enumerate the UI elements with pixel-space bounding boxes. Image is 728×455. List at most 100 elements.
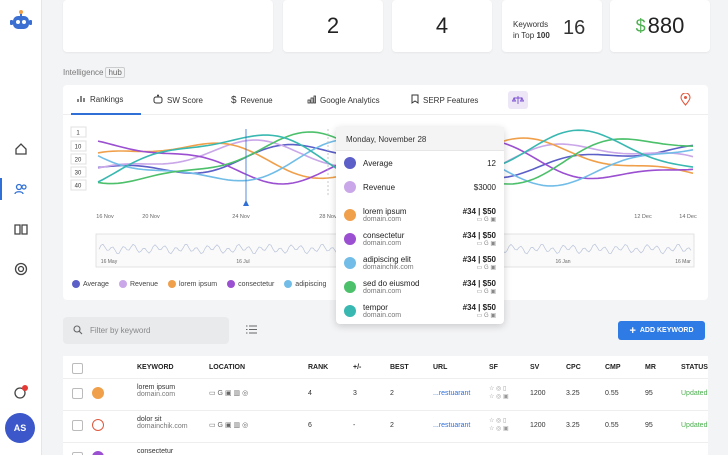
x-tick-label: 16 Nov: [96, 214, 114, 220]
search-placeholder: Filter by keyword: [90, 326, 151, 335]
column-header[interactable]: +/-: [353, 364, 362, 371]
column-header[interactable]: CMP: [605, 364, 621, 371]
cpc-cell: 3.25: [566, 422, 580, 429]
tooltip-name-block: consectetur domain.com: [363, 231, 404, 247]
y-tick-label: 10: [75, 145, 82, 151]
column-header[interactable]: SF: [489, 364, 498, 371]
tooltip-separator: |: [475, 207, 483, 216]
mr-cell: 95: [645, 422, 653, 429]
column-header[interactable]: BEST: [390, 364, 409, 371]
y-tick-box: [70, 166, 87, 178]
search-icon: [73, 324, 83, 337]
table-row[interactable]: consectetur: [63, 442, 708, 455]
legend-dot: [284, 280, 293, 288]
book-icon[interactable]: [12, 220, 30, 238]
balance-scale-icon[interactable]: [508, 91, 528, 109]
robot-logo-icon[interactable]: [10, 10, 32, 34]
list-view-icon[interactable]: [246, 325, 257, 336]
y-tick-box: [70, 140, 87, 152]
url-cell[interactable]: ...restuarant: [433, 422, 471, 429]
row-checkbox[interactable]: [72, 420, 83, 431]
x-tick-label: 20 Nov: [142, 214, 160, 220]
stat-card-1: 2: [283, 0, 383, 52]
column-header[interactable]: URL: [433, 364, 448, 371]
rank-cell: 6: [308, 422, 312, 429]
tooltip-name: sed do eiusmod: [363, 279, 420, 288]
tooltip-name-block: sed do eiusmod domain.com: [363, 279, 419, 295]
tooltip-rank: #34: [462, 231, 476, 240]
tab-serp-features[interactable]: SERP Features: [411, 85, 478, 115]
column-header[interactable]: CPC: [566, 364, 581, 371]
tooltip-dot: [344, 233, 356, 245]
tooltip-value: $3000: [473, 182, 496, 192]
column-header[interactable]: SV: [530, 364, 540, 371]
tooltip-name-block: tempor domain.com: [363, 303, 401, 319]
lifebuoy-icon[interactable]: [12, 260, 30, 278]
money-symbol: $: [635, 15, 646, 36]
chat-notification-icon[interactable]: [12, 383, 30, 401]
keyword-color-dot: [92, 419, 104, 431]
column-header[interactable]: RANK: [308, 364, 329, 371]
location-pin-icon[interactable]: [680, 92, 691, 108]
column-header[interactable]: STATUS: [681, 364, 708, 371]
tab-bar: Rankings SW Score $ Revenue Google Analy…: [63, 85, 708, 115]
tooltip-price: $50: [482, 231, 496, 240]
plus-icon: +: [629, 324, 636, 337]
home-icon[interactable]: [12, 140, 30, 158]
legend-item[interactable]: Revenue: [118, 280, 158, 288]
tooltip-rank: #34: [462, 279, 476, 288]
cmp-cell: 0.55: [605, 390, 619, 397]
keywords-table: KEYWORD LOCATION RANK +/- BEST URL SF SV CPC CMP M…: [63, 356, 708, 455]
y-tick-label: 30: [75, 171, 82, 177]
add-keyword-button[interactable]: + ADD KEYWORD: [618, 321, 705, 340]
tooltip-domain: domain.com: [363, 240, 402, 247]
y-tick-box: [70, 153, 87, 165]
stat-value-2: 4: [435, 13, 449, 38]
tab-google-analytics[interactable]: Google Analytics: [307, 85, 380, 115]
keywords-top-card: Keywords in Top 100 16: [502, 0, 602, 52]
tab-revenue[interactable]: $ Revenue: [231, 85, 273, 115]
robot-icon: [153, 94, 163, 106]
table-row[interactable]: lorem ipsum domain.com ▭ G ▣ ▥ ◎ 4 3 2 ...rest…: [63, 378, 708, 408]
tooltip-row: Revenue $3000: [344, 181, 496, 193]
tooltip-dot: [344, 257, 356, 269]
table-row[interactable]: dolor sit domainchik.com ▭ G ▣ ▥ ◎ 6 - 2 ...re…: [63, 410, 708, 440]
legend-item[interactable]: Average: [72, 280, 109, 288]
keyword-cell: dolor sit domainchik.com: [137, 416, 188, 430]
keywords-label-bold: 100: [536, 31, 550, 40]
tab-sw-score[interactable]: SW Score: [153, 85, 203, 115]
user-avatar[interactable]: AS: [5, 413, 35, 443]
tooltip-row: sed do eiusmod domain.com #34 | $50 ▭ G ▣: [344, 279, 496, 295]
tooltip-price: $50: [482, 279, 496, 288]
legend-item[interactable]: consectetur: [227, 280, 274, 288]
keywords-label-line1: Keywords: [513, 20, 549, 29]
column-header[interactable]: KEYWORD: [137, 364, 174, 371]
tooltip-mini-icons: ▭ G ▣: [476, 289, 496, 295]
y-tick-label: 40: [75, 184, 82, 190]
legend-item[interactable]: lorem ipsum: [167, 280, 217, 288]
tab-rankings[interactable]: Rankings: [71, 85, 141, 115]
select-all-checkbox[interactable]: [72, 363, 83, 374]
dollar-icon: $: [231, 94, 237, 106]
intelligence-heading: Intelligence hub: [63, 67, 125, 78]
y-tick-box: [70, 179, 87, 191]
sidebar: AS: [0, 0, 42, 455]
sidebar-active-indicator: [0, 178, 2, 200]
column-header[interactable]: LOCATION: [209, 364, 246, 371]
tooltip-row: lorem ipsum domain.com #34 | $50 ▭ G ▣: [344, 207, 496, 223]
tooltip-price: $50: [482, 207, 496, 216]
url-cell[interactable]: ...restuarant: [433, 390, 471, 397]
rank-cell: 4: [308, 390, 312, 397]
row-checkbox[interactable]: [72, 452, 83, 455]
keyword-text: consectetur: [137, 448, 174, 455]
keyword-color-dot: [92, 451, 104, 455]
legend-label: Revenue: [129, 280, 158, 288]
users-icon[interactable]: [12, 180, 30, 198]
tooltip-rank-price: #34 | $50 ▭ G ▣: [463, 279, 496, 295]
legend-item[interactable]: adipiscing: [284, 280, 326, 288]
search-input[interactable]: Filter by keyword: [63, 317, 229, 344]
column-header[interactable]: MR: [645, 364, 656, 371]
row-checkbox[interactable]: [72, 388, 83, 399]
tooltip-dot: [344, 157, 356, 169]
tooltip-separator: |: [475, 255, 483, 264]
